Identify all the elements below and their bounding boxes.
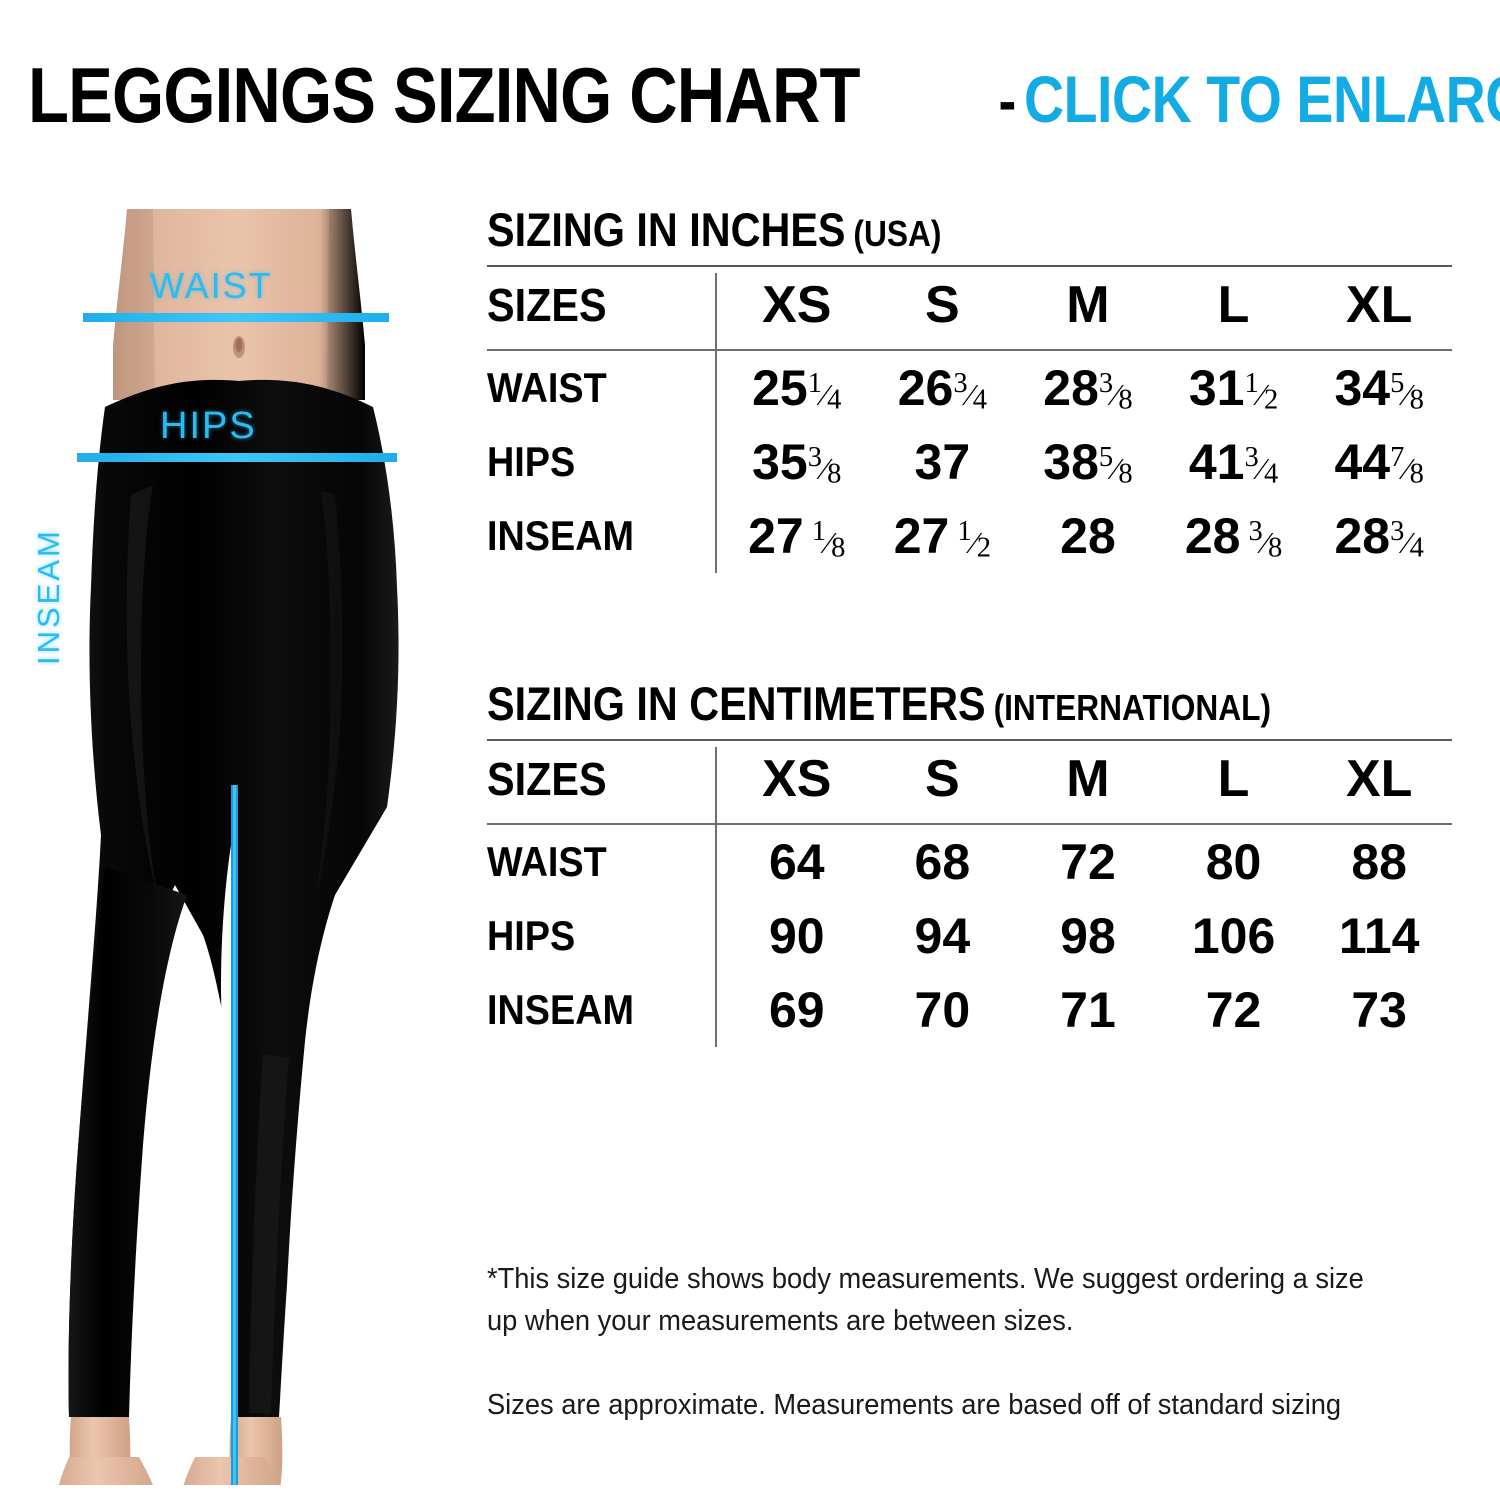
inches-header-row: SIZES XS S M L XL xyxy=(487,267,1452,343)
cm-waist-xs: 64 xyxy=(768,834,825,890)
inches-header-xs: XS xyxy=(762,276,832,334)
cm-hips-l: 106 xyxy=(1191,908,1276,964)
cm-title-unit: (INTERNATIONAL) xyxy=(993,687,1272,728)
cm-header-m: M xyxy=(1066,750,1110,808)
inches-header-xl: XL xyxy=(1345,276,1413,334)
inches-hips-xl: 447⁄8 xyxy=(1334,434,1424,490)
inches-waist-m: 283⁄8 xyxy=(1043,360,1133,416)
inches-inseam-m: 28 xyxy=(1060,508,1116,564)
cm-hips-s: 94 xyxy=(914,908,971,964)
cm-row-label-inseam: INSEAM xyxy=(487,986,635,1033)
cm-inseam-xl: 73 xyxy=(1351,982,1407,1038)
inches-waist-l: 311⁄2 xyxy=(1188,360,1279,416)
inches-title-rule xyxy=(487,265,1452,267)
inches-title-unit: (USA) xyxy=(853,213,942,254)
figure-label-waist: WAIST xyxy=(150,265,273,306)
footnote-approximate: Sizes are approximate. Measurements are … xyxy=(487,1389,1342,1421)
footnotes: *This size guide shows body measurements… xyxy=(487,1258,1447,1426)
page-title-separator: - xyxy=(998,67,1017,136)
inches-header-sizes: SIZES xyxy=(487,279,607,331)
inches-row-label-hips: HIPS xyxy=(487,438,576,485)
cm-header-xl: XL xyxy=(1345,750,1413,808)
cm-hips-xs: 90 xyxy=(768,908,825,964)
cm-inseam-m: 71 xyxy=(1060,982,1116,1038)
inches-row-label-waist: WAIST xyxy=(487,364,607,411)
cm-column-divider xyxy=(715,747,717,1047)
cm-hips-xl: 114 xyxy=(1338,908,1420,964)
inches-header-s: S xyxy=(925,276,960,334)
cm-header-s: S xyxy=(925,750,960,808)
inches-inseam-xs: 27 1⁄8 xyxy=(748,508,846,564)
inches-header-rule xyxy=(487,349,1452,351)
cm-hips-m: 98 xyxy=(1060,908,1116,964)
inches-hips-m: 385⁄8 xyxy=(1043,434,1133,490)
inches-waist-s: 263⁄4 xyxy=(897,360,988,416)
page-title: LEGGINGS SIZING CHART - CLICK TO ENLARGE xyxy=(28,51,1500,139)
cm-table: SIZES XS S M L XL xyxy=(487,741,1452,817)
leggings-figure: WAIST HIPS INSEAM xyxy=(31,195,455,1485)
cm-title-rule xyxy=(487,739,1452,741)
inches-section: SIZING IN INCHES (USA) SIZES XS S M L XL xyxy=(487,205,1452,573)
inches-hips-xs: 353⁄8 xyxy=(752,434,842,490)
table-row: INSEAM 27 1⁄8 27 1⁄2 28 28 3⁄8 283⁄4 xyxy=(487,499,1452,573)
sizing-tables-panel: SIZING IN INCHES (USA) SIZES XS S M L XL xyxy=(487,205,1452,1047)
table-row: HIPS 353⁄8 37 385⁄8 413⁄4 447⁄8 xyxy=(487,425,1452,499)
cm-table-wrap: SIZES XS S M L XL WAIST 64 xyxy=(487,741,1452,1047)
cm-header-rule xyxy=(487,823,1452,825)
cm-waist-l: 80 xyxy=(1205,834,1262,890)
inches-row-label-inseam: INSEAM xyxy=(487,512,635,559)
cm-data-table: WAIST 64 68 72 80 88 HIPS 90 94 98 106 1… xyxy=(487,825,1452,1047)
click-to-enlarge-label[interactable]: CLICK TO ENLARGE xyxy=(1023,62,1500,136)
inches-section-title: SIZING IN INCHES (USA) xyxy=(487,205,1336,259)
figure-label-inseam: INSEAM xyxy=(31,528,66,665)
table-row: WAIST 251⁄4 263⁄4 283⁄8 311⁄2 345⁄8 xyxy=(487,351,1452,425)
waist-measure-line xyxy=(83,313,389,322)
cm-inseam-s: 70 xyxy=(914,982,971,1038)
inches-inseam-l: 28 3⁄8 xyxy=(1184,508,1283,564)
cm-section: SIZING IN CENTIMETERS (INTERNATIONAL) SI… xyxy=(487,679,1452,1047)
leggings-figure-illustration xyxy=(58,209,399,1485)
cm-waist-xl: 88 xyxy=(1351,834,1407,890)
cm-header-l: L xyxy=(1217,750,1250,808)
table-row: WAIST 64 68 72 80 88 xyxy=(487,825,1452,899)
inches-inseam-s: 27 1⁄2 xyxy=(893,508,992,564)
inches-header-l: L xyxy=(1217,276,1250,334)
cm-header-row: SIZES XS S M L XL xyxy=(487,741,1452,817)
cm-header-sizes: SIZES xyxy=(487,753,607,805)
cm-row-label-hips: HIPS xyxy=(487,912,576,959)
cm-title-main: SIZING IN CENTIMETERS xyxy=(487,677,986,730)
inches-header-m: M xyxy=(1066,276,1110,334)
inches-waist-xl: 345⁄8 xyxy=(1334,360,1424,416)
inches-column-divider xyxy=(715,273,717,573)
figure-label-hips: HIPS xyxy=(160,405,257,447)
table-row: INSEAM 69 70 71 72 73 xyxy=(487,973,1452,1047)
cm-row-label-waist: WAIST xyxy=(487,838,607,885)
table-row: HIPS 90 94 98 106 114 xyxy=(487,899,1452,973)
inches-data-table: WAIST 251⁄4 263⁄4 283⁄8 311⁄2 345⁄8 HIPS… xyxy=(487,351,1452,573)
cm-waist-m: 72 xyxy=(1060,834,1116,890)
hips-measure-line xyxy=(77,453,397,462)
footnote-body-measurements: *This size guide shows body measurements… xyxy=(487,1263,1364,1337)
cm-waist-s: 68 xyxy=(914,834,971,890)
inches-hips-l: 413⁄4 xyxy=(1188,434,1279,490)
inches-title-main: SIZING IN INCHES xyxy=(487,203,846,256)
inches-hips-s: 37 xyxy=(914,434,971,490)
inches-table: SIZES XS S M L XL xyxy=(487,267,1452,343)
cm-header-xs: XS xyxy=(762,750,832,808)
inches-inseam-xl: 283⁄4 xyxy=(1334,508,1424,564)
cm-inseam-xs: 69 xyxy=(768,982,825,1038)
cm-section-title: SIZING IN CENTIMETERS (INTERNATIONAL) xyxy=(487,679,1336,733)
inches-waist-xs: 251⁄4 xyxy=(752,360,842,416)
inches-table-wrap: SIZES XS S M L XL WAIST 25 xyxy=(487,267,1452,573)
cm-inseam-l: 72 xyxy=(1205,982,1262,1038)
inseam-stripe xyxy=(231,785,238,1485)
page-title-main: LEGGINGS SIZING CHART xyxy=(28,51,861,139)
